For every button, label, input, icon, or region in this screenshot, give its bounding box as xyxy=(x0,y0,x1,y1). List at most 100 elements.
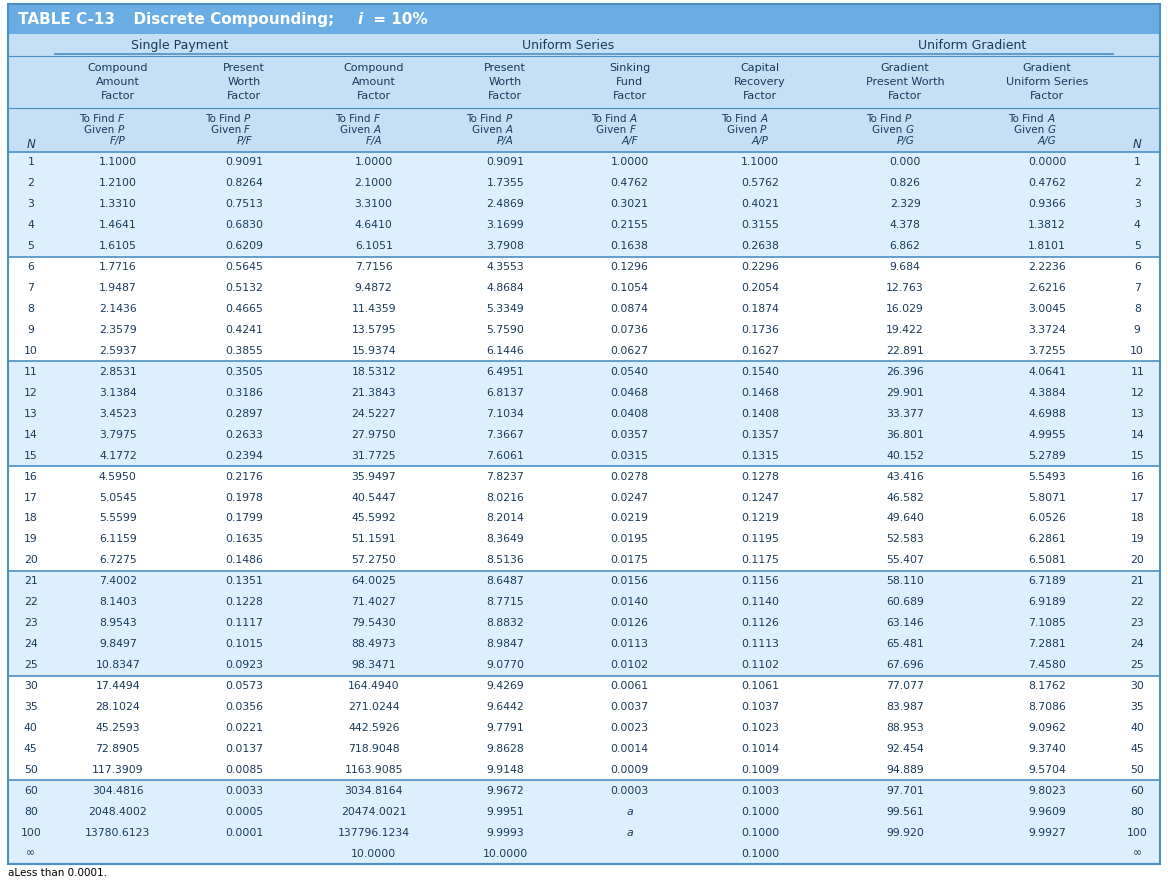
Text: 0.1061: 0.1061 xyxy=(742,681,779,691)
Text: F/A: F/A xyxy=(366,136,382,146)
Text: 20: 20 xyxy=(23,556,37,565)
Text: 7.1085: 7.1085 xyxy=(1028,618,1066,628)
Text: 0.0085: 0.0085 xyxy=(225,765,263,774)
Text: To Find: To Find xyxy=(867,114,905,124)
Text: 0.0219: 0.0219 xyxy=(611,514,648,524)
Text: 0.2394: 0.2394 xyxy=(225,451,263,461)
Text: P: P xyxy=(506,114,512,124)
Text: 0.0061: 0.0061 xyxy=(611,681,648,691)
Bar xyxy=(8,655,1160,675)
Text: 0.4665: 0.4665 xyxy=(225,304,263,314)
Text: 6.4951: 6.4951 xyxy=(486,367,524,377)
Text: 0.9091: 0.9091 xyxy=(225,158,263,167)
Bar xyxy=(8,571,1160,592)
Text: 10.8347: 10.8347 xyxy=(96,660,140,670)
Text: 2.329: 2.329 xyxy=(890,199,920,209)
Text: TABLE C-13: TABLE C-13 xyxy=(18,12,114,27)
Text: 0.0408: 0.0408 xyxy=(611,408,648,419)
Text: 2048.4002: 2048.4002 xyxy=(89,806,147,817)
Text: 8.6487: 8.6487 xyxy=(486,576,524,587)
Text: 0.1015: 0.1015 xyxy=(225,639,263,649)
Text: 35.9497: 35.9497 xyxy=(352,471,396,482)
Text: 97.701: 97.701 xyxy=(887,786,924,796)
Text: 2.3579: 2.3579 xyxy=(99,325,137,335)
Text: 40: 40 xyxy=(23,723,37,733)
Text: P/A: P/A xyxy=(496,136,514,146)
Text: 51.1591: 51.1591 xyxy=(352,534,396,544)
Text: 4.1772: 4.1772 xyxy=(99,451,137,461)
Bar xyxy=(8,781,1160,801)
Text: 9.9927: 9.9927 xyxy=(1028,828,1066,837)
Text: 18.5312: 18.5312 xyxy=(352,367,396,377)
Text: To Find: To Find xyxy=(335,114,374,124)
Text: 117.3909: 117.3909 xyxy=(92,765,144,774)
Text: 0.1102: 0.1102 xyxy=(742,660,779,670)
Text: 17: 17 xyxy=(1131,493,1145,502)
Text: 40: 40 xyxy=(1131,723,1145,733)
Text: A/F: A/F xyxy=(621,136,638,146)
Text: Capital
Recovery
Factor: Capital Recovery Factor xyxy=(735,63,786,101)
Text: 6.7275: 6.7275 xyxy=(99,556,137,565)
Text: 1.7716: 1.7716 xyxy=(99,262,137,272)
Text: 0.1126: 0.1126 xyxy=(742,618,779,628)
Text: 0.1978: 0.1978 xyxy=(225,493,263,502)
Text: 0.0540: 0.0540 xyxy=(611,367,648,377)
Text: 0.0874: 0.0874 xyxy=(611,304,648,314)
Text: 15: 15 xyxy=(1131,451,1145,461)
Text: 0.0126: 0.0126 xyxy=(611,618,648,628)
Bar xyxy=(8,592,1160,613)
Text: 50: 50 xyxy=(1131,765,1145,774)
Text: 22: 22 xyxy=(1131,597,1145,607)
Text: 0.0247: 0.0247 xyxy=(611,493,648,502)
Text: 5.5493: 5.5493 xyxy=(1028,471,1066,482)
Text: 25: 25 xyxy=(23,660,37,670)
Text: 0.1247: 0.1247 xyxy=(742,493,779,502)
Text: To Find: To Find xyxy=(79,114,118,124)
Text: Given: Given xyxy=(596,125,630,135)
Text: 3.3724: 3.3724 xyxy=(1028,325,1066,335)
Text: 0.1156: 0.1156 xyxy=(742,576,779,587)
Text: 1.3812: 1.3812 xyxy=(1028,221,1066,230)
Text: 0.1219: 0.1219 xyxy=(742,514,779,524)
Text: 3: 3 xyxy=(27,199,34,209)
Text: 45.5992: 45.5992 xyxy=(352,514,396,524)
Text: 6.1446: 6.1446 xyxy=(486,346,524,356)
Text: 4.6410: 4.6410 xyxy=(355,221,392,230)
Text: A: A xyxy=(760,114,767,124)
Text: 35: 35 xyxy=(23,702,37,712)
Text: Given: Given xyxy=(84,125,118,135)
Text: 3: 3 xyxy=(1134,199,1141,209)
Text: 8.7086: 8.7086 xyxy=(1028,702,1066,712)
Text: 12: 12 xyxy=(23,388,37,398)
Bar xyxy=(8,257,1160,277)
Text: Present
Worth
Factor: Present Worth Factor xyxy=(223,63,265,101)
Text: 0.000: 0.000 xyxy=(890,158,920,167)
Text: 0.5132: 0.5132 xyxy=(225,284,263,293)
Text: Gradient
Present Worth
Factor: Gradient Present Worth Factor xyxy=(865,63,945,101)
Bar xyxy=(8,56,1160,108)
Text: 0.1003: 0.1003 xyxy=(741,786,779,796)
Text: Single Payment: Single Payment xyxy=(131,38,229,51)
Text: 64.0025: 64.0025 xyxy=(352,576,396,587)
Text: 0.1357: 0.1357 xyxy=(742,430,779,439)
Text: 0.3855: 0.3855 xyxy=(225,346,263,356)
Text: 9: 9 xyxy=(27,325,34,335)
Bar xyxy=(8,383,1160,403)
Text: 4: 4 xyxy=(27,221,34,230)
Text: 0.3186: 0.3186 xyxy=(225,388,263,398)
Text: 72.8905: 72.8905 xyxy=(96,744,140,754)
Bar xyxy=(8,108,1160,152)
Text: 0.0573: 0.0573 xyxy=(225,681,263,691)
Text: G: G xyxy=(1047,125,1055,135)
Text: 0.826: 0.826 xyxy=(890,178,920,189)
Text: 0.1315: 0.1315 xyxy=(742,451,779,461)
Text: Given: Given xyxy=(726,125,760,135)
Text: 19.422: 19.422 xyxy=(887,325,924,335)
Text: 11.4359: 11.4359 xyxy=(352,304,396,314)
Bar xyxy=(8,277,1160,299)
Text: 8.7715: 8.7715 xyxy=(486,597,524,607)
Text: 1.0000: 1.0000 xyxy=(355,158,392,167)
Text: 5.5599: 5.5599 xyxy=(99,514,137,524)
Text: 2.1436: 2.1436 xyxy=(99,304,137,314)
Text: 0.1000: 0.1000 xyxy=(741,849,779,859)
